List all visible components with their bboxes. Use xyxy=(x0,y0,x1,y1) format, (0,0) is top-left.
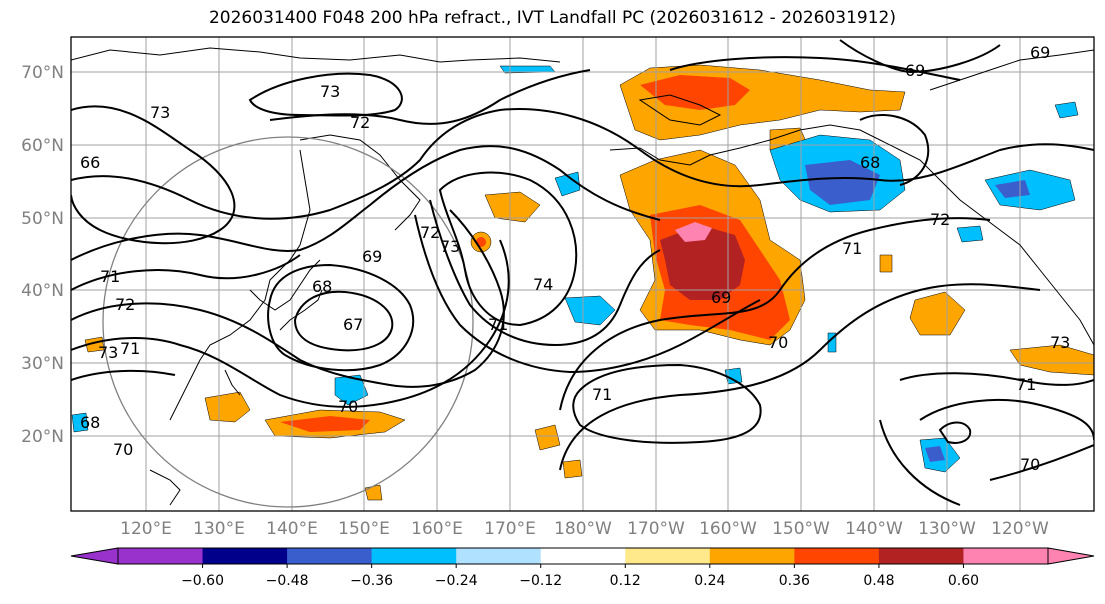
contour-label-72a: 72 xyxy=(350,113,370,132)
lat-label-30n: 30°N xyxy=(21,354,64,374)
lon-label-160w: 160°W xyxy=(699,519,757,539)
contour-label-73d: 73 xyxy=(440,237,460,256)
colorbar-tick-label: −0.12 xyxy=(519,573,562,589)
contour-label-67: 67 xyxy=(343,315,363,334)
lon-label-120e: 120°E xyxy=(120,519,172,539)
lon-label-150w: 150°W xyxy=(772,519,830,539)
colorbar-swatch xyxy=(456,548,542,564)
contour-label-69d: 69 xyxy=(1030,43,1050,62)
lon-label-150e: 150°E xyxy=(338,519,390,539)
lon-label-160e: 160°E xyxy=(411,519,463,539)
longitude-labels: 120°E 130°E 140°E 150°E 160°E 170°E 180°… xyxy=(120,519,1049,539)
contour-label-71d: 71 xyxy=(592,385,612,404)
colorbar-swatch xyxy=(540,548,626,564)
contour-label-70b: 70 xyxy=(768,333,788,352)
contour-label-70c: 70 xyxy=(1020,455,1040,474)
colorbar-swatch xyxy=(118,548,204,564)
lat-label-20n: 20°N xyxy=(21,427,64,447)
contour-label-69a: 69 xyxy=(362,247,382,266)
contour-labels: 73 72 71 73 72 71 73 69 68 67 72 73 74 7… xyxy=(80,43,1070,474)
lon-label-130e: 130°E xyxy=(193,519,245,539)
colorbar-swatch xyxy=(202,548,288,564)
contour-label-68c: 68 xyxy=(860,153,880,172)
contour-label-74: 74 xyxy=(533,275,553,294)
contour-label-73c: 73 xyxy=(98,343,118,362)
refractivity-contours xyxy=(71,39,1094,506)
contour-label-68b: 68 xyxy=(80,413,100,432)
lon-label-170w: 170°W xyxy=(627,519,685,539)
colorbar-swatch xyxy=(709,548,795,564)
map-frame xyxy=(70,36,1095,512)
latitude-labels: 70°N 60°N 50°N 40°N 30°N 20°N xyxy=(21,63,64,447)
contour-label-72c: 72 xyxy=(420,223,440,242)
lon-label-180w: 180°W xyxy=(554,519,612,539)
contour-label-73b: 73 xyxy=(320,82,340,101)
map-title: 2026031400 F048 200 hPa refract., IVT La… xyxy=(208,8,896,28)
contour-label-73a: 73 xyxy=(150,103,170,122)
contour-label-72b: 72 xyxy=(115,295,135,314)
colorbar-tick-label: 0.12 xyxy=(610,573,641,589)
landfall-region-circle xyxy=(102,136,474,508)
lon-label-120w: 120°W xyxy=(991,519,1049,539)
lat-label-60n: 60°N xyxy=(21,136,64,156)
lon-label-130w: 130°W xyxy=(918,519,976,539)
contour-label-70d: 70 xyxy=(113,440,133,459)
colorbar-swatch xyxy=(625,548,711,564)
colorbar: −0.60 −0.48 −0.36 −0.24 −0.12 0.12 0.24 0.36 0.4… xyxy=(70,547,1095,589)
lon-label-140w: 140°W xyxy=(845,519,903,539)
colorbar-swatch xyxy=(794,548,880,564)
colorbar-tick-label: 0.48 xyxy=(863,573,894,589)
colorbar-frame xyxy=(117,547,1049,565)
contour-label-69b: 69 xyxy=(711,288,731,307)
colorbar-swatch xyxy=(878,548,964,564)
colorbar-extend-high xyxy=(1047,547,1095,565)
contour-label-71a: 71 xyxy=(100,267,120,286)
lon-label-170e: 170°E xyxy=(484,519,536,539)
lon-label-140e: 140°E xyxy=(266,519,318,539)
contour-label-68a: 68 xyxy=(312,277,332,296)
colorbar-tick-label: −0.60 xyxy=(181,573,224,589)
contour-label-70a: 70 xyxy=(338,397,358,416)
colorbar-extend-low xyxy=(70,547,119,565)
contour-label-71c: 71 xyxy=(488,315,508,334)
colorbar-tick-label: −0.36 xyxy=(350,573,393,589)
refractivity-anomaly-fill xyxy=(71,64,1094,501)
lat-label-40n: 40°N xyxy=(21,281,64,301)
colorbar-tick-label: −0.48 xyxy=(266,573,309,589)
colorbar-tick-label: 0.36 xyxy=(779,573,810,589)
colorbar-swatch xyxy=(963,548,1049,564)
contour-label-72d: 72 xyxy=(930,210,950,229)
contour-label-71b: 71 xyxy=(120,339,140,358)
contour-label-73e: 73 xyxy=(1050,333,1070,352)
colorbar-swatch xyxy=(287,548,373,564)
lat-label-50n: 50°N xyxy=(21,209,64,229)
colorbar-tick-label: −0.24 xyxy=(435,573,478,589)
lat-label-70n: 70°N xyxy=(21,63,64,83)
contour-label-66: 66 xyxy=(80,153,100,172)
contour-label-69c: 69 xyxy=(905,61,925,80)
contour-label-71f: 71 xyxy=(1016,375,1036,394)
colorbar-tick-label: 0.60 xyxy=(948,573,979,589)
contour-label-71e: 71 xyxy=(842,239,862,258)
colorbar-tick-label: 0.24 xyxy=(694,573,725,589)
colorbar-swatch xyxy=(371,548,457,564)
